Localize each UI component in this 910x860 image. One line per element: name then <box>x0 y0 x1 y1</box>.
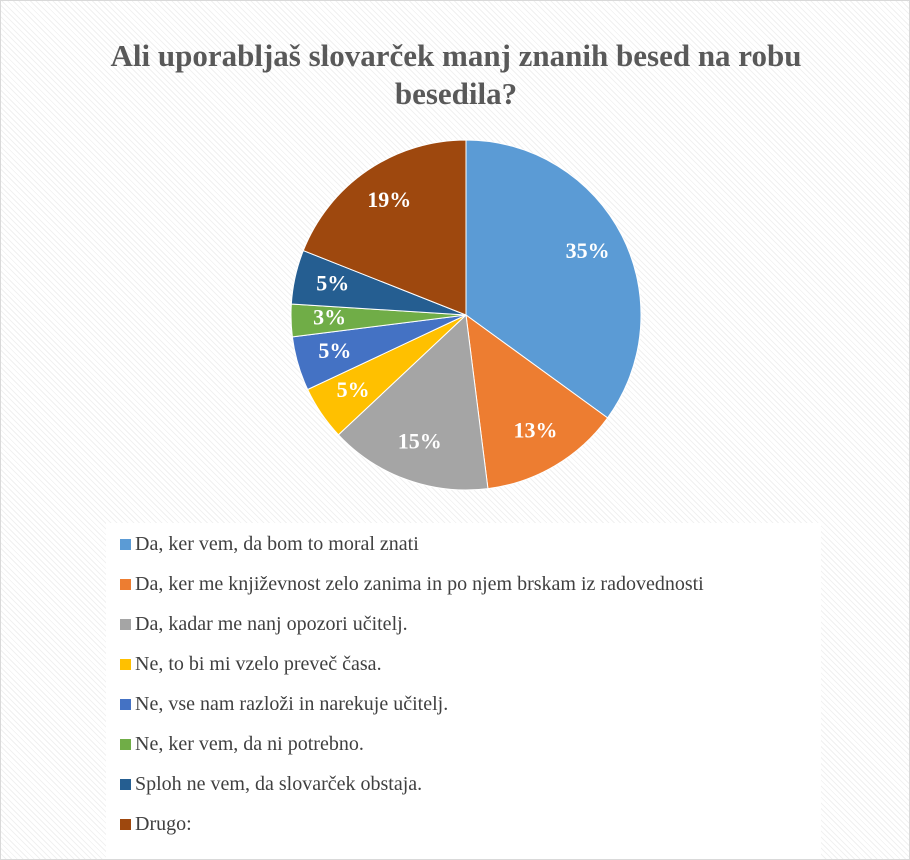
legend-swatch <box>120 779 131 790</box>
legend-label: Da, kadar me nanj opozori učitelj. <box>135 613 408 635</box>
legend-swatch <box>120 659 131 670</box>
legend-label: Da, ker me književnost zelo zanima in po… <box>135 573 704 595</box>
data-label: 3% <box>313 304 346 329</box>
legend-item: Da, kadar me nanj opozori učitelj. <box>120 613 408 636</box>
data-label: 5% <box>318 338 351 363</box>
legend-label: Ne, to bi mi vzelo preveč časa. <box>135 653 382 675</box>
legend-label: Ne, vse nam razloži in narekuje učitelj. <box>135 693 449 715</box>
pie-slice <box>465 139 642 419</box>
legend-swatch <box>120 699 131 710</box>
data-label: 35% <box>566 238 610 263</box>
legend-label: Da, ker vem, da bom to moral znati <box>135 533 419 555</box>
legend-swatch <box>120 619 131 630</box>
legend: Da, ker vem, da bom to moral znati Da, ke… <box>106 523 821 859</box>
legend-swatch <box>120 819 131 830</box>
legend-swatch <box>120 739 131 750</box>
data-label: 19% <box>367 187 411 212</box>
pie-slice <box>337 313 489 491</box>
legend-label: Ne, ker vem, da ni potrebno. <box>135 733 364 755</box>
pie-slice <box>465 313 609 490</box>
legend-swatch <box>120 579 131 590</box>
data-label: 5% <box>337 377 370 402</box>
legend-item: Ne, ker vem, da ni potrebno. <box>120 733 364 756</box>
data-label: 13% <box>513 418 557 443</box>
legend-item: Sploh ne vem, da slovarček obstaja. <box>120 773 422 796</box>
chart-title: Ali uporabljaš slovarček manj znanih bes… <box>110 38 802 111</box>
legend-item: Ne, to bi mi vzelo preveč časa. <box>120 653 382 676</box>
legend-swatch <box>120 539 131 550</box>
legend-label: Sploh ne vem, da slovarček obstaja. <box>135 773 423 795</box>
pie-slice <box>302 139 467 316</box>
data-label: 5% <box>316 270 349 295</box>
legend-label: Drugo: <box>135 813 192 835</box>
legend-item: Drugo: <box>120 813 192 836</box>
data-label: 15% <box>398 428 442 453</box>
legend-item: Da, ker vem, da bom to moral znati <box>120 533 419 556</box>
legend-item: Ne, vse nam razloži in narekuje učitelj. <box>120 693 448 716</box>
legend-item: Da, ker me književnost zelo zanima in po… <box>120 573 704 596</box>
pie: 35% 13% 15% 5% 5% 3% 5% 19% <box>290 139 642 491</box>
